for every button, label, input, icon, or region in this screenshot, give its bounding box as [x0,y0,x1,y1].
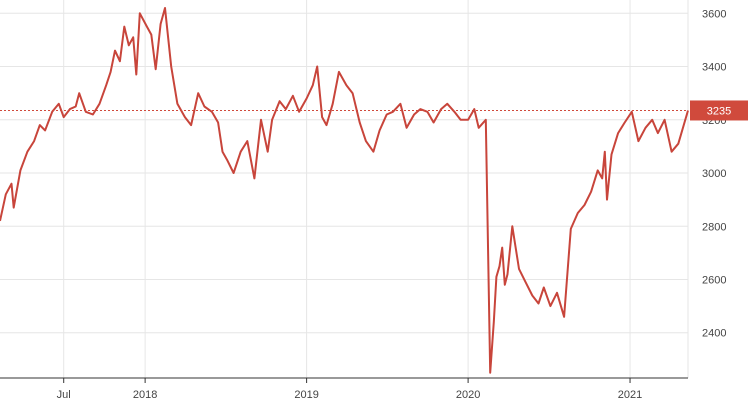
y-tick-label: 3400 [702,62,726,74]
last-value-badge [690,100,748,121]
y-tick-label: 2400 [702,328,726,340]
y-tick-label: 3600 [702,8,726,20]
y-tick-label: 2600 [702,275,726,287]
x-tick-label: 2019 [294,389,318,401]
x-tick-label: Jul [57,389,71,401]
y-tick-label: 3000 [702,168,726,180]
series-line [0,7,689,374]
last-value-label: 3235 [707,105,731,117]
x-tick-label: 2018 [133,389,157,401]
x-tick-label: 2021 [618,389,642,401]
x-tick-label: 2020 [456,389,480,401]
y-tick-label: 2800 [702,221,726,233]
